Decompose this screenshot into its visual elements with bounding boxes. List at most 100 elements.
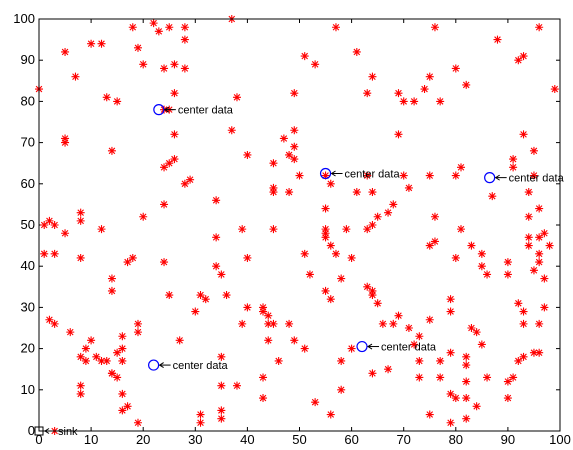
sensor-node-point <box>462 414 471 423</box>
sensor-node-point <box>201 295 210 304</box>
y-tick-label: 60 <box>21 176 35 191</box>
sensor-node-point <box>170 60 179 69</box>
sensor-node-point <box>378 319 387 328</box>
sensor-node-point <box>425 241 434 250</box>
sensor-node-point <box>107 146 116 155</box>
sensor-node-point <box>274 356 283 365</box>
sensor-node-point <box>243 253 252 262</box>
sensor-node-point <box>97 39 106 48</box>
sensor-node-point <box>285 150 294 159</box>
sensor-node-point <box>503 377 512 386</box>
sensor-node-point <box>123 258 132 267</box>
sensor-node-point <box>290 126 299 135</box>
sensor-node-point <box>212 262 221 271</box>
sensor-node-point <box>352 188 361 197</box>
annotations: center data center data center data center … <box>44 105 565 438</box>
annotation-label: center data <box>509 173 565 185</box>
sensor-node-point <box>535 249 544 258</box>
sensor-node-point <box>290 336 299 345</box>
sensor-node-point <box>436 356 445 365</box>
sensor-node-point <box>269 183 278 192</box>
sensor-node-point <box>326 295 335 304</box>
sensor-node-point <box>503 394 512 403</box>
sensor-node-point <box>540 274 549 283</box>
x-tick-label: 70 <box>396 432 410 447</box>
sensor-node-point <box>394 311 403 320</box>
y-tick-label: 80 <box>21 93 35 108</box>
sensor-node-point <box>133 328 142 337</box>
sensor-node-point <box>410 340 419 349</box>
sensor-node-point <box>368 188 377 197</box>
sensor-node-point <box>50 221 59 229</box>
annotation-arrowhead <box>158 362 164 369</box>
sensor-node-point <box>368 286 377 295</box>
sensor-node-point <box>149 19 158 28</box>
sensor-node-point <box>102 93 111 102</box>
sensor-node-point <box>300 344 309 353</box>
sensor-node-point <box>160 258 169 267</box>
sensor-node-point <box>384 208 393 217</box>
y-tick-label: 0 <box>28 423 35 438</box>
sensor-node-point <box>170 155 179 164</box>
y-tick-label: 20 <box>21 341 35 356</box>
sensor-node-point <box>363 282 372 291</box>
sensor-node-point <box>180 64 189 73</box>
sensor-node-point <box>524 241 533 250</box>
sensor-node-point <box>399 171 408 180</box>
sensor-node-point <box>259 307 268 316</box>
annotation-label: center data <box>178 105 234 117</box>
sensor-node-point <box>87 336 96 345</box>
sensor-node-point <box>550 85 559 94</box>
sensor-node-point <box>61 138 70 147</box>
sensor-node-point <box>337 385 346 394</box>
sensor-node-point <box>415 332 424 341</box>
x-tick-label: 60 <box>344 432 358 447</box>
sensor-node-point <box>514 356 523 365</box>
sensor-node-point <box>269 319 278 328</box>
sensor-node-point <box>243 150 252 159</box>
x-tick-label: 100 <box>549 432 571 447</box>
annotation-arrowhead <box>330 170 336 177</box>
sensor-node-point <box>420 85 429 94</box>
sensor-node-point <box>363 171 372 180</box>
sensor-node-point <box>446 348 455 357</box>
sensor-node-point <box>467 324 476 332</box>
y-tick-label: 10 <box>21 382 35 397</box>
sensor-node-point <box>509 163 518 172</box>
sensor-node-point <box>519 52 528 61</box>
sensor-node-point <box>488 192 497 201</box>
sensor-node-point <box>160 200 169 209</box>
sensor-node-point <box>76 216 85 225</box>
center-point <box>148 359 160 371</box>
sensor-node-point <box>337 274 346 283</box>
sensor-node-point <box>81 356 90 365</box>
sensor-node-point <box>113 348 122 357</box>
sensor-node-point <box>160 64 169 73</box>
center-point <box>484 172 496 184</box>
sensor-node-point <box>493 35 502 44</box>
sensor-node-point <box>76 389 85 398</box>
x-tick-label: 80 <box>449 432 463 447</box>
sensor-node-point <box>373 212 382 221</box>
sensor-node-point <box>410 97 419 106</box>
sensor-node-point <box>519 307 528 316</box>
y-tick-label: 90 <box>21 52 35 67</box>
sensor-node-point <box>394 130 403 139</box>
sensor-node-point <box>326 241 335 250</box>
sensor-node-point <box>264 311 273 320</box>
sensor-node-point <box>139 60 148 69</box>
sensor-node-point <box>519 352 528 361</box>
x-tick-label: 30 <box>188 432 202 447</box>
sensor-node-point <box>227 126 236 135</box>
sensor-node-point <box>529 266 538 275</box>
sensor-node-point <box>40 221 49 229</box>
plot-area <box>39 19 560 431</box>
sensor-node-point <box>133 43 142 52</box>
sensor-node-point <box>451 394 460 403</box>
x-tick-label: 50 <box>292 432 306 447</box>
sensor-node-point <box>472 328 481 337</box>
sensor-node-point <box>102 356 111 365</box>
sensor-node-point <box>462 352 471 361</box>
sensor-node-point <box>97 356 106 365</box>
sensor-node-point <box>107 274 116 283</box>
